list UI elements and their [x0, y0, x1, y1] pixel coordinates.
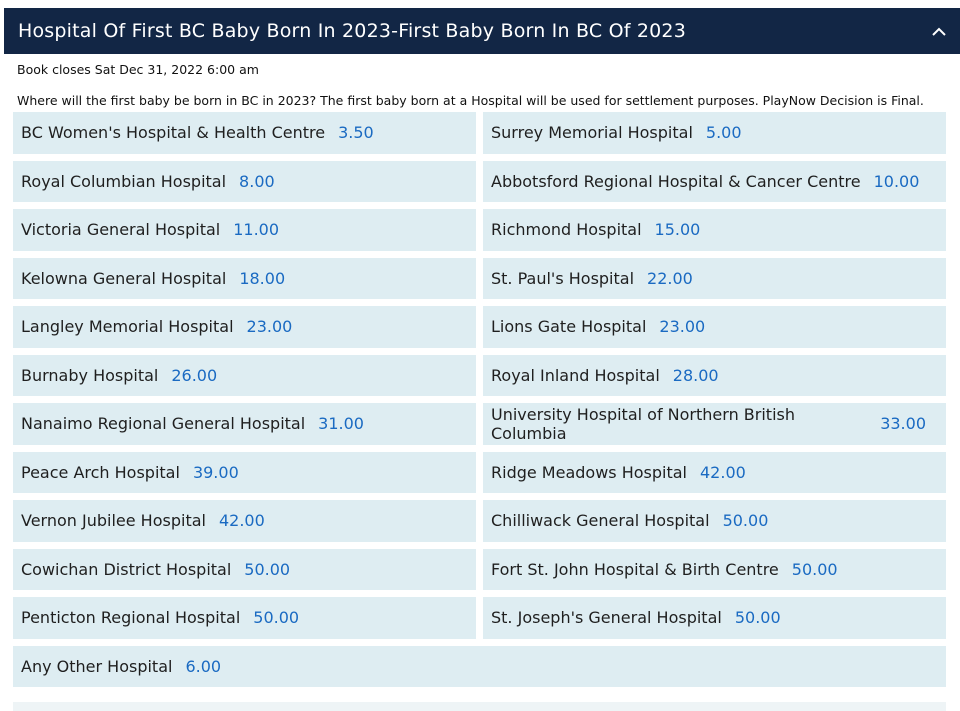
selection-button[interactable]: Royal Columbian Hospital 8.00: [13, 160, 476, 202]
selection-name: Richmond Hospital: [491, 220, 642, 240]
selection-name: Lions Gate Hospital: [491, 317, 647, 337]
selection-button[interactable]: Kelowna General Hospital 18.00: [13, 257, 476, 299]
selection-name: Cowichan District Hospital: [21, 559, 232, 579]
selection-odds: 23.00: [246, 317, 293, 337]
selection-button[interactable]: St. Paul's Hospital 22.00: [483, 257, 946, 299]
selection-odds: 26.00: [171, 365, 218, 385]
selection-button[interactable]: Richmond Hospital 15.00: [483, 209, 946, 251]
selection-name: BC Women's Hospital & Health Centre: [21, 123, 326, 143]
selection-odds: 10.00: [873, 171, 920, 191]
selection-button[interactable]: Cowichan District Hospital 50.00: [13, 548, 476, 590]
selection-button[interactable]: Fort St. John Hospital & Birth Centre 50.…: [483, 548, 946, 590]
selection-button[interactable]: Nanaimo Regional General Hospital 31.00: [13, 403, 476, 445]
selection-button[interactable]: Lions Gate Hospital 23.00: [483, 306, 946, 348]
selection-button[interactable]: Abbotsford Regional Hospital & Cancer Ce…: [483, 160, 946, 202]
selection-name: Peace Arch Hospital: [21, 462, 180, 482]
selection-name: University Hospital of Northern British …: [491, 404, 795, 443]
selection-name: Royal Columbian Hospital: [21, 171, 227, 191]
market-header[interactable]: Hospital Of First BC Baby Born In 2023-F…: [4, 8, 960, 54]
selection-odds: 11.00: [233, 220, 280, 240]
selection-name: St. Paul's Hospital: [491, 268, 635, 288]
selection-name: St. Joseph's General Hospital: [491, 608, 722, 628]
selection-name: Langley Memorial Hospital: [21, 317, 234, 337]
selection-name: Vernon Jubilee Hospital: [21, 511, 206, 531]
selection-button[interactable]: St. Joseph's General Hospital 50.00: [483, 597, 946, 639]
next-row-edge: [13, 702, 946, 711]
selection-name: Fort St. John Hospital & Birth Centre: [491, 559, 779, 579]
selection-odds: 50.00: [722, 511, 769, 531]
chevron-up-icon[interactable]: [930, 22, 948, 40]
selection-odds: 50.00: [734, 608, 781, 628]
selection-odds: 23.00: [659, 317, 706, 337]
selections-grid: BC Women's Hospital & Health Centre 3.50 …: [13, 112, 946, 687]
selection-odds: 18.00: [239, 268, 286, 288]
selection-odds: 33.00: [880, 414, 926, 434]
selection-odds: 3.50: [338, 123, 374, 143]
market-title: Hospital Of First BC Baby Born In 2023-F…: [18, 20, 687, 42]
selection-odds: 6.00: [185, 656, 222, 676]
selection-button[interactable]: Ridge Meadows Hospital 42.00: [483, 451, 946, 493]
selection-odds: 39.00: [192, 462, 239, 482]
selection-button[interactable]: Chilliwack General Hospital 50.00: [483, 500, 946, 542]
selection-odds: 5.00: [705, 123, 742, 143]
selection-odds: 50.00: [244, 559, 291, 579]
selection-odds: 28.00: [672, 365, 719, 385]
selection-button[interactable]: Royal Inland Hospital 28.00: [483, 354, 946, 396]
selection-button[interactable]: University Hospital of Northern British …: [483, 403, 946, 445]
selection-name: Ridge Meadows Hospital: [491, 462, 687, 482]
selection-name: Burnaby Hospital: [21, 365, 159, 385]
selection-odds: 31.00: [318, 414, 364, 434]
selection-button[interactable]: Victoria General Hospital 11.00: [13, 209, 476, 251]
selection-odds: 50.00: [253, 608, 300, 628]
market-description: Where will the first baby be born in BC …: [17, 93, 924, 108]
selection-name: Kelowna General Hospital: [21, 268, 227, 288]
selection-name: Chilliwack General Hospital: [491, 511, 710, 531]
selection-button[interactable]: Surrey Memorial Hospital 5.00: [483, 112, 946, 154]
selection-button[interactable]: Penticton Regional Hospital 50.00: [13, 597, 476, 639]
selection-name: Victoria General Hospital: [21, 220, 221, 240]
selection-name: Nanaimo Regional General Hospital: [21, 414, 306, 434]
selection-odds: 42.00: [700, 462, 746, 482]
selection-odds: 50.00: [791, 559, 838, 579]
selection-button[interactable]: BC Women's Hospital & Health Centre 3.50: [13, 112, 476, 154]
selection-name: Abbotsford Regional Hospital & Cancer Ce…: [491, 171, 861, 191]
selection-name: Penticton Regional Hospital: [21, 608, 241, 628]
selection-button[interactable]: Any Other Hospital 6.00: [13, 645, 946, 687]
selection-button[interactable]: Peace Arch Hospital 39.00: [13, 451, 476, 493]
selection-odds: 42.00: [218, 511, 265, 531]
selection-odds: 15.00: [654, 220, 701, 240]
selection-button[interactable]: Langley Memorial Hospital 23.00: [13, 306, 476, 348]
selection-button[interactable]: Vernon Jubilee Hospital 42.00: [13, 500, 476, 542]
selection-name: Any Other Hospital: [21, 656, 173, 676]
book-closes-text: Book closes Sat Dec 31, 2022 6:00 am: [17, 62, 259, 77]
selection-button[interactable]: Burnaby Hospital 26.00: [13, 354, 476, 396]
market-panel: Hospital Of First BC Baby Born In 2023-F…: [4, 8, 960, 108]
selection-name: Royal Inland Hospital: [491, 365, 660, 385]
selection-odds: 8.00: [239, 171, 275, 191]
selection-odds: 22.00: [647, 268, 693, 288]
selection-name: Surrey Memorial Hospital: [491, 123, 693, 143]
